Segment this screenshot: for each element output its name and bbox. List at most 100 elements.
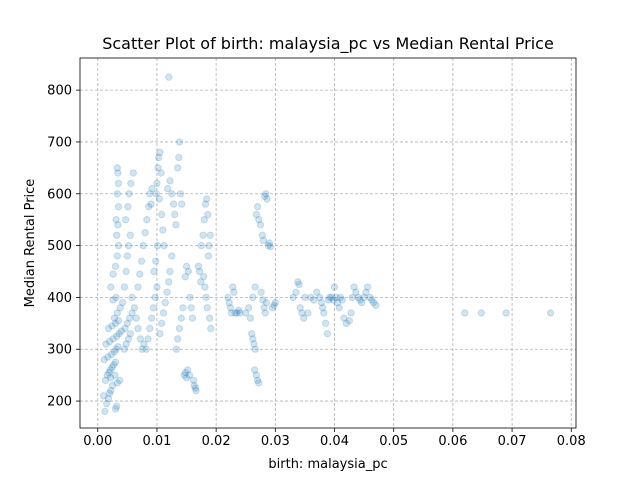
data-point <box>115 376 124 385</box>
data-point <box>350 283 358 291</box>
data-point <box>194 262 203 271</box>
data-point <box>177 314 185 322</box>
data-point <box>187 304 195 312</box>
data-point <box>129 169 137 177</box>
data-point <box>121 215 130 224</box>
data-point <box>168 252 176 260</box>
data-point <box>261 309 269 317</box>
data-point <box>180 371 188 379</box>
data-point <box>255 379 263 387</box>
data-point <box>300 314 308 322</box>
data-point <box>234 306 243 315</box>
data-point <box>260 304 268 312</box>
data-point <box>124 241 133 250</box>
data-point <box>292 288 300 296</box>
data-point <box>372 301 380 309</box>
data-point <box>356 296 364 304</box>
data-point <box>326 293 334 302</box>
data-point <box>181 272 190 281</box>
plot-frame <box>79 57 577 429</box>
data-point <box>203 304 211 312</box>
data-point <box>186 293 194 302</box>
y-axis-label: Median Rental Price <box>23 179 38 308</box>
data-point <box>313 288 321 296</box>
data-point <box>320 309 328 317</box>
data-point <box>127 179 135 188</box>
data-point <box>113 164 121 172</box>
data-point <box>205 241 213 250</box>
data-point <box>142 345 150 353</box>
data-point <box>263 195 271 203</box>
data-point <box>102 399 111 408</box>
data-point <box>107 374 115 382</box>
data-point <box>153 241 162 250</box>
x-tick-label: 0.05 <box>379 434 408 449</box>
data-point <box>369 298 378 307</box>
data-point <box>176 190 185 198</box>
data-point <box>317 298 326 307</box>
data-point <box>101 376 110 385</box>
data-point <box>111 405 120 413</box>
y-axis-ticks: 200 300 400 500 600 700 800 <box>47 84 80 410</box>
data-point <box>104 394 113 403</box>
data-point <box>242 309 250 317</box>
data-point <box>126 314 134 322</box>
data-point <box>335 304 343 312</box>
y-tick-label: 300 <box>47 343 72 358</box>
data-point <box>201 283 209 291</box>
data-point <box>195 267 204 276</box>
data-point <box>301 293 309 302</box>
data-point <box>332 293 340 302</box>
data-point <box>111 371 119 379</box>
data-point <box>225 298 233 307</box>
data-point <box>249 293 257 302</box>
data-point <box>105 337 114 346</box>
data-point <box>132 314 140 322</box>
data-point <box>252 371 261 379</box>
data-point <box>461 309 469 317</box>
data-point <box>107 350 116 359</box>
data-point <box>149 304 158 312</box>
data-point <box>173 335 182 343</box>
data-point <box>171 210 179 219</box>
data-point <box>226 304 235 312</box>
data-point <box>264 241 272 250</box>
y-tick-label: 600 <box>47 187 72 202</box>
data-point <box>172 345 181 353</box>
data-point <box>259 236 268 245</box>
data-point <box>262 190 270 198</box>
data-point <box>128 293 136 302</box>
data-point <box>253 376 262 385</box>
data-point <box>166 177 174 185</box>
scatter-points <box>99 73 555 416</box>
data-point <box>296 304 304 312</box>
data-point <box>160 241 168 250</box>
data-point <box>270 301 278 309</box>
data-point <box>147 314 156 322</box>
data-point <box>184 366 192 374</box>
data-point <box>175 138 184 146</box>
data-point <box>161 298 169 307</box>
data-point <box>262 298 271 307</box>
data-point <box>323 329 332 338</box>
data-point <box>109 296 117 304</box>
data-point <box>147 200 155 208</box>
data-point <box>197 241 206 250</box>
data-point <box>154 164 162 172</box>
data-point <box>123 252 132 260</box>
data-point <box>102 340 110 348</box>
data-point <box>352 288 360 296</box>
data-point <box>175 324 184 333</box>
data-point <box>233 309 241 317</box>
chart-title: Scatter Plot of birth: malaysia_pc vs Me… <box>102 34 554 54</box>
data-point <box>116 304 124 312</box>
data-point <box>153 283 161 291</box>
data-point <box>136 270 144 278</box>
data-point <box>168 190 176 198</box>
data-point <box>265 239 274 247</box>
y-tick-label: 800 <box>47 84 72 99</box>
data-point <box>192 386 200 395</box>
data-point <box>307 293 315 302</box>
data-point <box>244 304 253 312</box>
data-point <box>148 184 156 193</box>
